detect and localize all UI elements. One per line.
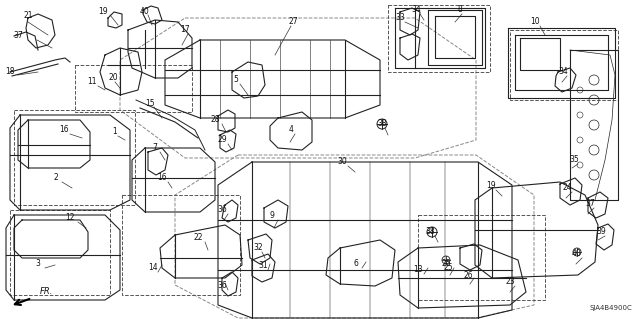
Text: 12: 12 [65,213,75,222]
Text: SJA4B4900C: SJA4B4900C [589,305,632,311]
Text: 31: 31 [258,262,268,271]
Text: 9: 9 [269,211,275,220]
Text: 7: 7 [152,144,157,152]
Text: 23: 23 [505,278,515,286]
Text: 5: 5 [234,76,239,85]
Text: 11: 11 [87,78,97,86]
Text: 6: 6 [353,259,358,269]
Bar [418,215,545,300]
Text: 37: 37 [13,32,23,41]
Bar [510,30,618,100]
Text: 3: 3 [36,259,40,269]
Text: 21: 21 [23,11,33,20]
Text: 16: 16 [59,125,69,135]
Bar [10,210,110,295]
Text: 2: 2 [54,174,58,182]
Text: 4: 4 [289,125,293,135]
Text: 38: 38 [425,227,435,236]
Text: 15: 15 [145,99,155,108]
Text: 34: 34 [558,68,568,77]
Bar [14,110,135,205]
Text: 28: 28 [211,115,220,124]
Text: 13: 13 [413,265,423,275]
Text: 25: 25 [441,259,451,269]
Text: 1: 1 [113,128,117,137]
Text: 27: 27 [288,18,298,26]
Text: 40: 40 [572,249,582,258]
Text: 26: 26 [463,271,473,280]
Text: 36: 36 [217,281,227,291]
Text: 33: 33 [395,13,405,23]
Text: 37: 37 [585,199,595,209]
Text: 14: 14 [148,263,158,272]
Text: FR.: FR. [40,287,53,296]
Bar [122,195,240,295]
Text: 10: 10 [530,18,540,26]
Text: 30: 30 [337,158,347,167]
Text: 16: 16 [157,174,167,182]
Text: 29: 29 [217,136,227,145]
Text: 40: 40 [140,8,150,17]
Text: 24: 24 [562,183,572,192]
Text: 17: 17 [180,26,190,34]
Bar [75,65,192,112]
Text: 20: 20 [108,73,118,83]
Text: 34: 34 [411,5,421,14]
Text: 32: 32 [253,243,263,253]
Text: 22: 22 [193,234,203,242]
Text: 35: 35 [569,155,579,165]
Text: 18: 18 [5,68,15,77]
Text: 36: 36 [217,205,227,214]
Text: 38: 38 [377,120,387,129]
Bar [388,5,490,72]
Text: 8: 8 [458,5,462,14]
Text: 19: 19 [98,8,108,17]
Text: 25: 25 [443,263,453,272]
Text: 39: 39 [596,227,606,236]
Text: 19: 19 [486,182,496,190]
